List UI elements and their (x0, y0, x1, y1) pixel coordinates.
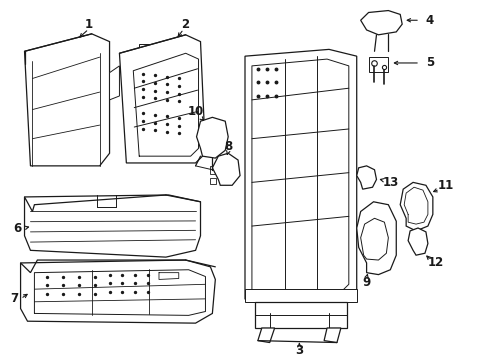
Bar (204, 147, 213, 154)
Bar (290, 108, 311, 125)
Polygon shape (357, 202, 396, 275)
Polygon shape (258, 328, 275, 343)
Polygon shape (245, 289, 357, 302)
Text: 1: 1 (85, 18, 93, 31)
Text: 13: 13 (382, 176, 398, 189)
Text: 10: 10 (188, 105, 204, 118)
Polygon shape (110, 66, 120, 100)
Polygon shape (361, 218, 389, 260)
Text: 2: 2 (182, 18, 190, 31)
Bar (204, 131, 213, 141)
Polygon shape (24, 195, 200, 257)
Polygon shape (357, 166, 376, 189)
Bar (210, 166, 216, 174)
Polygon shape (245, 49, 357, 302)
Bar (290, 192, 311, 210)
Polygon shape (21, 260, 215, 323)
Bar (319, 147, 341, 164)
Text: 6: 6 (14, 221, 22, 234)
Polygon shape (24, 34, 110, 166)
Polygon shape (361, 10, 402, 35)
Bar (290, 147, 311, 164)
Bar (210, 177, 216, 184)
Text: 8: 8 (224, 140, 232, 153)
Bar (161, 147, 174, 156)
Text: 4: 4 (426, 14, 434, 27)
Bar (319, 69, 341, 86)
Text: 9: 9 (363, 276, 371, 289)
Polygon shape (408, 228, 428, 255)
Text: 7: 7 (11, 292, 19, 305)
Polygon shape (324, 328, 341, 343)
Polygon shape (212, 153, 240, 185)
Bar (368, 57, 389, 72)
Bar (139, 44, 152, 54)
Bar (50, 44, 63, 54)
Bar (319, 192, 341, 210)
Text: 5: 5 (426, 57, 434, 69)
Bar (319, 108, 341, 125)
Polygon shape (120, 35, 205, 163)
Polygon shape (400, 183, 433, 231)
Bar (70, 44, 83, 54)
Polygon shape (196, 117, 228, 158)
Text: 11: 11 (438, 179, 454, 192)
Text: 3: 3 (295, 344, 303, 357)
Text: 12: 12 (428, 256, 444, 269)
Bar (290, 69, 311, 86)
Polygon shape (255, 302, 347, 328)
